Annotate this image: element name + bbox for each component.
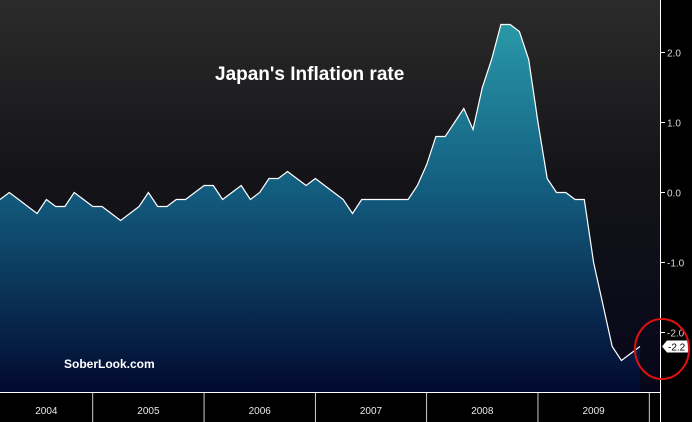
x-tick-label: 2004 [35, 406, 58, 417]
y-tick-label: 1.0 [667, 119, 681, 130]
watermark-text: SoberLook.com [64, 357, 155, 371]
last-value-label: -2.2 [668, 343, 686, 354]
last-value-tag: -2.2 [662, 340, 688, 354]
x-tick-label: 2008 [471, 406, 494, 417]
x-tick-label: 2005 [137, 406, 160, 417]
highlight-circle [634, 318, 690, 380]
chart-title: Japan's Inflation rate [215, 64, 404, 85]
x-tick-label: 2007 [360, 406, 383, 417]
y-tick-label: -1.0 [667, 259, 685, 270]
y-tick-label: -2.0 [667, 329, 685, 340]
inflation-area [0, 24, 640, 392]
inflation-line [0, 23, 641, 362]
y-tick-label: 2.0 [667, 49, 681, 60]
y-tick-label: 0.0 [667, 189, 681, 200]
x-axis: 2004 2005 2006 2007 2008 2009 [35, 392, 650, 422]
last-value-marker [662, 340, 688, 353]
xaxis-background [0, 392, 660, 422]
x-tick-label: 2009 [582, 406, 605, 417]
x-tick-label: 2006 [249, 406, 272, 417]
